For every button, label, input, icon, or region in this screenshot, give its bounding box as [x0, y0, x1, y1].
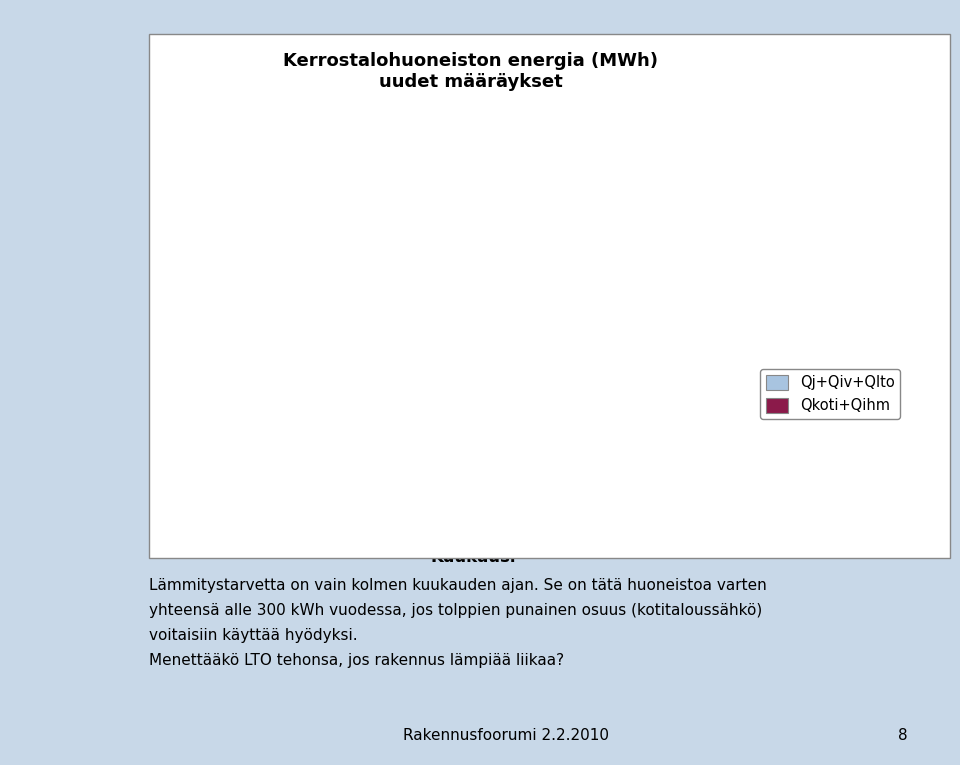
Bar	[265, 194, 281, 524]
Bar	[622, 348, 637, 524]
Bar	[239, 260, 255, 524]
Bar	[223, 207, 239, 524]
Bar	[324, 317, 340, 524]
Text: voitaisiin käyttää hyödyksi.: voitaisiin käyttää hyödyksi.	[149, 628, 357, 643]
Bar	[563, 423, 579, 524]
Bar	[494, 405, 510, 524]
Bar	[707, 260, 723, 524]
Text: Kerrostalohuoneiston energia (MWh): Kerrostalohuoneiston energia (MWh)	[283, 52, 658, 70]
Text: yhteensä alle 300 kWh vuodessa, jos tolppien punainen osuus (kotitaloussähkö): yhteensä alle 300 kWh vuodessa, jos tolp…	[149, 603, 762, 618]
Text: Lämmitystarvetta on vain kolmen kuukauden ajan. Se on tätä huoneistoa varten: Lämmitystarvetta on vain kolmen kuukaude…	[149, 578, 766, 593]
Bar	[308, 317, 324, 524]
Bar	[367, 317, 383, 524]
Text: 8: 8	[898, 728, 907, 744]
Bar	[579, 348, 595, 524]
Text: Menettääkö LTO tehonsa, jos rakennus lämpiää liikaa?: Menettääkö LTO tehonsa, jos rakennus läm…	[149, 653, 564, 669]
Bar	[409, 348, 425, 524]
Bar	[606, 370, 622, 524]
Bar	[537, 405, 553, 524]
Text: uudet määräykset: uudet määräykset	[378, 73, 563, 91]
Bar	[478, 458, 494, 524]
Bar	[451, 405, 468, 524]
Bar	[664, 317, 681, 524]
X-axis label: Kuukausi: Kuukausi	[430, 549, 516, 566]
Bar	[393, 431, 409, 524]
Text: Rakennusfoorumi 2.2.2010: Rakennusfoorumi 2.2.2010	[403, 728, 610, 744]
Bar	[690, 247, 707, 524]
Bar	[648, 343, 664, 524]
Bar	[520, 467, 537, 524]
Bar	[281, 260, 298, 524]
Legend: Qj+Qiv+Qlto, Qkoti+Qihm: Qj+Qiv+Qlto, Qkoti+Qihm	[760, 369, 900, 419]
Y-axis label: Energiat: Energiat	[155, 311, 170, 385]
Bar	[350, 356, 367, 524]
Bar	[436, 467, 451, 524]
